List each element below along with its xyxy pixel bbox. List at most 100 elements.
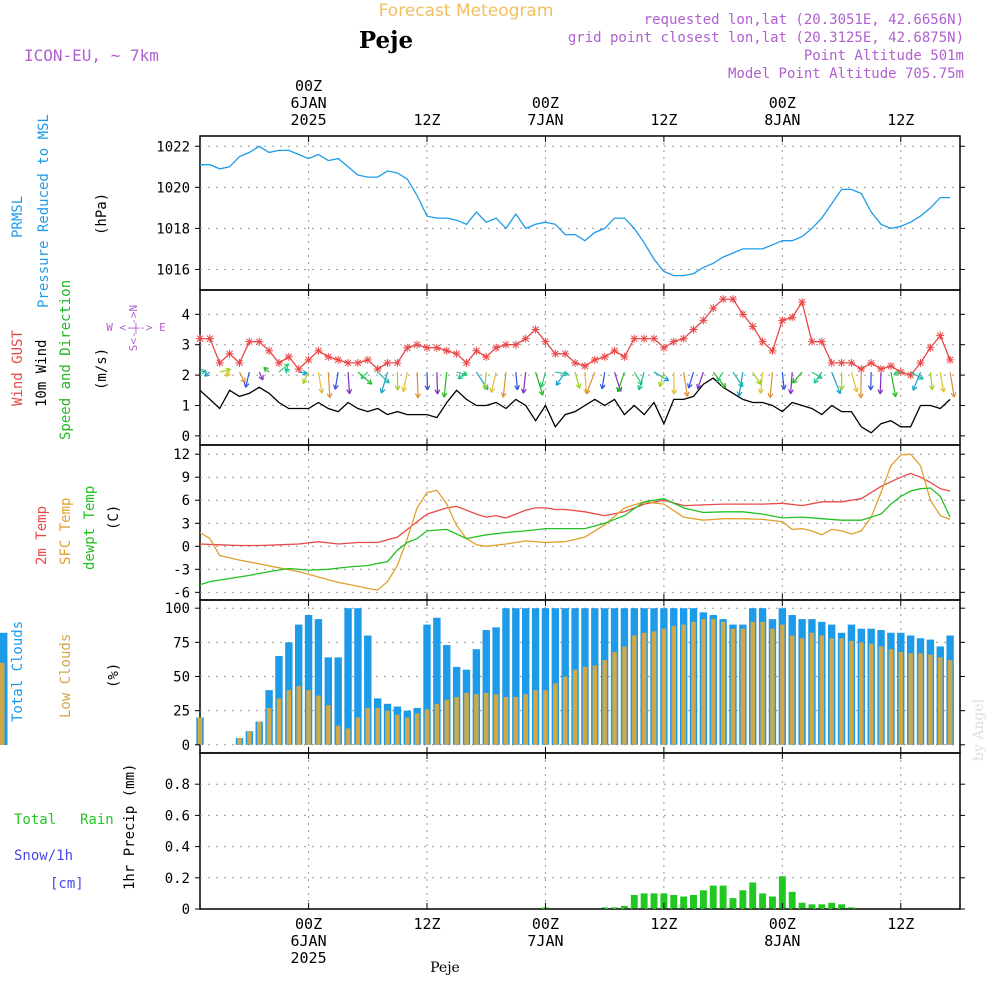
gust-marker bbox=[265, 346, 274, 355]
ytick-label-precip: 0.2 bbox=[165, 871, 190, 887]
bar-precip-0 bbox=[690, 894, 697, 909]
gust-marker bbox=[877, 365, 886, 374]
bar-precip-0 bbox=[759, 893, 767, 909]
bar-clouds-1 bbox=[839, 638, 844, 745]
wind-10m-label: 10m Wind bbox=[34, 340, 50, 407]
bar-precip-0 bbox=[650, 893, 658, 909]
bar-clouds-1 bbox=[799, 638, 805, 745]
snow-unit-label: [cm] bbox=[50, 876, 84, 892]
bar-clouds-1 bbox=[760, 621, 765, 745]
gust-marker bbox=[788, 313, 797, 322]
bar-clouds-0 bbox=[492, 627, 500, 745]
compass-rose: S<-|->N W <-|-> E bbox=[106, 305, 166, 351]
wind-direction-arrow bbox=[278, 363, 290, 373]
bar-clouds-1 bbox=[316, 695, 321, 745]
bottom-time-label: 00Z bbox=[295, 915, 322, 933]
gust-marker bbox=[551, 349, 560, 358]
gust-marker bbox=[580, 361, 589, 370]
bar-clouds-1 bbox=[730, 628, 736, 745]
wind-direction-arrow bbox=[637, 371, 645, 391]
gust-marker bbox=[847, 358, 856, 367]
wind-direction-arrow bbox=[758, 372, 764, 394]
point-altitude: Point Altitude 501m bbox=[804, 48, 964, 64]
bar-clouds-0 bbox=[354, 608, 362, 745]
bar-clouds-1 bbox=[395, 714, 400, 745]
gust-marker bbox=[304, 355, 313, 364]
bar-clouds-1 bbox=[681, 624, 686, 745]
ytick-label-temperature: 12 bbox=[173, 447, 190, 463]
gust-marker bbox=[363, 355, 372, 364]
bar-precip-0 bbox=[729, 898, 737, 909]
wind-direction-arrow bbox=[434, 372, 441, 395]
series-temperature-2 bbox=[199, 487, 951, 586]
ytick-label-wind: 2 bbox=[182, 368, 190, 384]
bar-clouds-1 bbox=[641, 632, 647, 745]
bar-clouds-1 bbox=[237, 737, 242, 745]
gust-marker bbox=[284, 352, 293, 361]
bar-clouds-1 bbox=[819, 635, 825, 745]
bar-precip-0 bbox=[699, 890, 707, 909]
bar-clouds-1 bbox=[918, 653, 923, 745]
bar-clouds-1 bbox=[543, 690, 548, 745]
gust-marker bbox=[531, 325, 540, 334]
bar-clouds-1 bbox=[434, 703, 440, 745]
bar-clouds-0 bbox=[423, 624, 431, 745]
gust-marker bbox=[669, 337, 678, 346]
wind-direction-arrow bbox=[415, 372, 421, 399]
pressure-unit-label: (hPa) bbox=[94, 193, 110, 235]
gust-marker bbox=[482, 352, 491, 361]
requested-coords: requested lon,lat (20.3051E, 42.6656N) bbox=[644, 12, 964, 28]
location-title: Peje bbox=[359, 27, 413, 54]
series-pressure-0 bbox=[200, 145, 951, 277]
wind-direction-label: Speed and Direction bbox=[58, 280, 74, 440]
gust-marker bbox=[630, 334, 639, 343]
ytick-label-precip: 0.4 bbox=[165, 840, 190, 856]
top-time-label: 6JAN bbox=[291, 94, 327, 112]
bar-clouds-1 bbox=[859, 642, 864, 745]
bottom-time-label: 12Z bbox=[413, 915, 440, 933]
gust-marker bbox=[501, 340, 510, 349]
bar-clouds-1 bbox=[898, 651, 903, 745]
bar-clouds-1 bbox=[829, 638, 834, 745]
ytick-label-clouds: 25 bbox=[173, 704, 190, 720]
gust-marker bbox=[373, 365, 382, 374]
wind-direction-arrow bbox=[394, 372, 401, 391]
wind-direction-arrow bbox=[302, 371, 310, 385]
ytick-label-clouds: 100 bbox=[165, 601, 190, 617]
gust-marker bbox=[650, 334, 659, 343]
bottom-time-label: 12Z bbox=[887, 915, 914, 933]
compass-w: W bbox=[106, 321, 113, 334]
top-time-label: 2025 bbox=[291, 111, 327, 129]
wind-direction-arrow bbox=[890, 371, 898, 398]
bar-precip-0 bbox=[601, 907, 609, 909]
grid-point-coords: grid point closest lon,lat (20.3125E, 42… bbox=[568, 30, 964, 46]
bar-clouds-1 bbox=[908, 653, 913, 745]
wind-direction-arrow bbox=[238, 371, 246, 384]
bar-precip-0 bbox=[769, 896, 776, 909]
bar-precip-0 bbox=[680, 896, 688, 909]
bottom-time-label: 2025 bbox=[291, 949, 327, 967]
bar-clouds-0 bbox=[334, 657, 342, 745]
wind-direction-arrow bbox=[752, 371, 762, 385]
wind-direction-arrow bbox=[716, 371, 724, 383]
gust-marker bbox=[936, 331, 945, 340]
precip-rain-label: Rain bbox=[80, 812, 114, 828]
bar-precip-0 bbox=[620, 905, 628, 909]
bar-clouds-1 bbox=[691, 621, 696, 745]
top-time-label: 00Z bbox=[295, 77, 322, 95]
ytick-label-temperature: -6 bbox=[173, 585, 190, 601]
wind-direction-arrow bbox=[457, 371, 467, 380]
bar-clouds-1 bbox=[257, 721, 262, 745]
compass-horizontal: W <-|-> E bbox=[106, 321, 166, 334]
gust-marker bbox=[423, 343, 432, 352]
wind-direction-arrow bbox=[441, 371, 448, 398]
axes: 101610181020102201234-6-3036912025507510… bbox=[156, 77, 965, 967]
chart-title: Forecast Meteogram bbox=[379, 1, 554, 21]
bar-clouds-1 bbox=[928, 654, 933, 745]
wind-direction-arrow bbox=[332, 371, 339, 390]
footer-location: Peje bbox=[430, 960, 460, 976]
bar-clouds-1 bbox=[375, 707, 380, 745]
cloud-labels: Total Clouds Low Clouds (%) bbox=[10, 621, 122, 722]
gust-marker bbox=[590, 355, 599, 364]
gust-marker bbox=[916, 358, 925, 367]
